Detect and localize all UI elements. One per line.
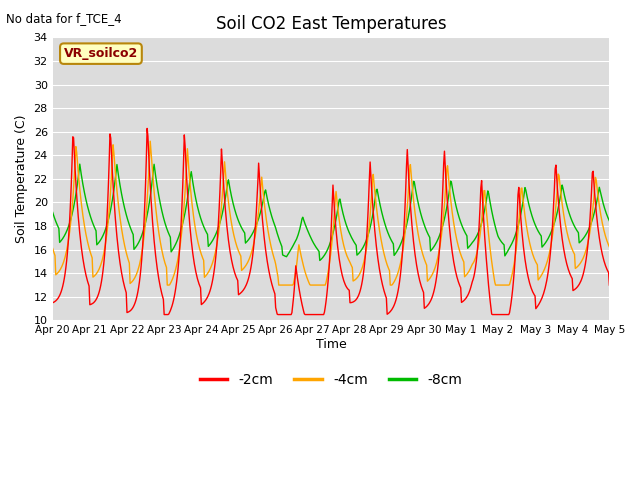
-2cm bbox=[161, 312, 168, 317]
-8cm bbox=[203, 230, 211, 236]
-8cm bbox=[401, 231, 408, 237]
-4cm bbox=[163, 282, 171, 288]
-2cm bbox=[204, 294, 211, 300]
-4cm bbox=[59, 262, 67, 267]
-2cm bbox=[59, 283, 67, 289]
-4cm bbox=[401, 238, 408, 243]
Text: VR_soilco2: VR_soilco2 bbox=[64, 47, 138, 60]
Line: -8cm: -8cm bbox=[52, 164, 609, 261]
-2cm bbox=[116, 260, 124, 266]
Legend: -2cm, -4cm, -8cm: -2cm, -4cm, -8cm bbox=[194, 368, 468, 393]
-2cm bbox=[605, 282, 613, 288]
-4cm bbox=[204, 271, 211, 276]
-4cm bbox=[147, 138, 154, 144]
-8cm bbox=[417, 210, 424, 216]
-8cm bbox=[173, 238, 181, 243]
-4cm bbox=[174, 255, 182, 261]
-8cm bbox=[49, 209, 56, 215]
Y-axis label: Soil Temperature (C): Soil Temperature (C) bbox=[15, 115, 28, 243]
-8cm bbox=[316, 258, 324, 264]
-8cm bbox=[605, 218, 613, 224]
Title: Soil CO2 East Temperatures: Soil CO2 East Temperatures bbox=[216, 15, 446, 33]
-4cm bbox=[605, 244, 613, 250]
-2cm bbox=[143, 126, 151, 132]
-8cm bbox=[117, 187, 125, 192]
-2cm bbox=[417, 281, 424, 287]
-8cm bbox=[76, 161, 84, 167]
-2cm bbox=[401, 221, 408, 227]
-8cm bbox=[59, 236, 67, 241]
-4cm bbox=[49, 246, 56, 252]
Line: -2cm: -2cm bbox=[52, 129, 609, 314]
X-axis label: Time: Time bbox=[316, 338, 346, 351]
-4cm bbox=[116, 215, 124, 221]
-4cm bbox=[417, 242, 424, 248]
-2cm bbox=[174, 265, 182, 271]
Text: No data for f_TCE_4: No data for f_TCE_4 bbox=[6, 12, 122, 25]
Line: -4cm: -4cm bbox=[52, 141, 609, 285]
-2cm bbox=[49, 300, 56, 306]
